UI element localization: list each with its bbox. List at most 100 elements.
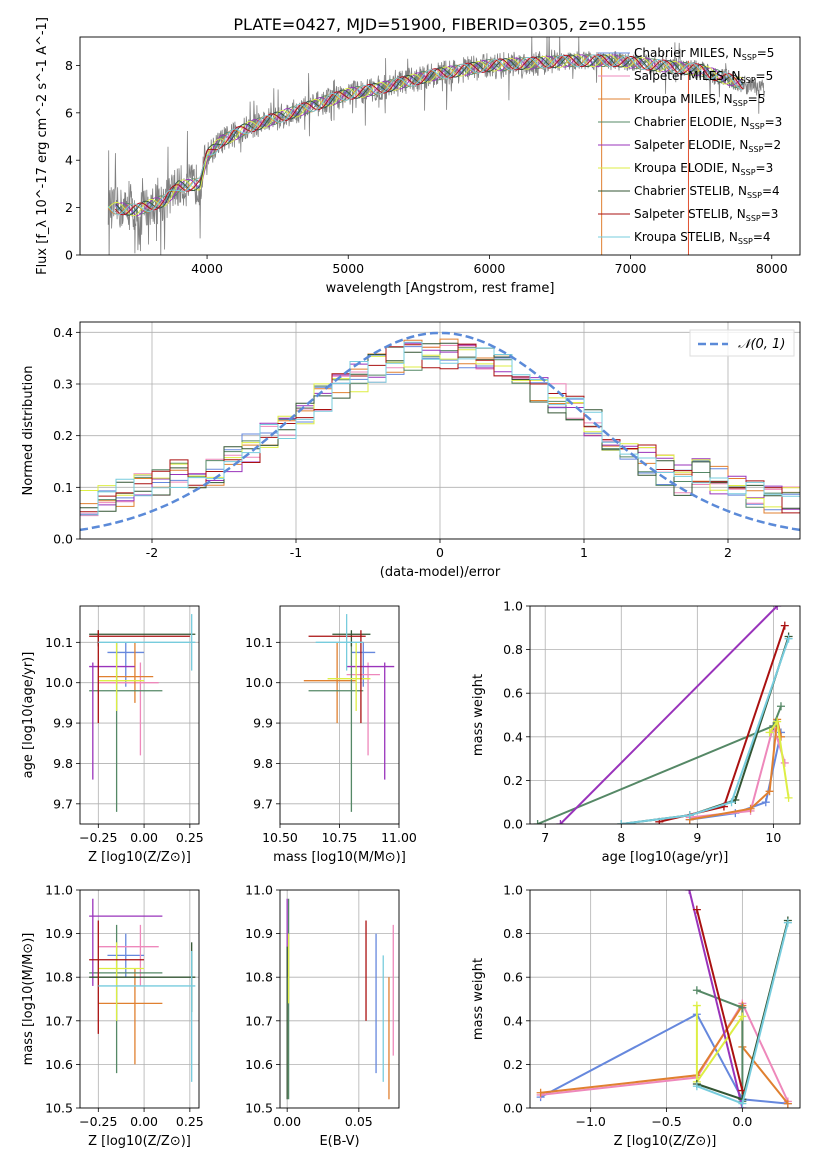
y-axis-label: Flux [f_λ 10^-17 erg cm^-2 s^-1 A^-1] <box>35 17 50 275</box>
histogram-step-line <box>80 341 800 516</box>
legend-subscript: SSP <box>741 168 756 177</box>
plus-marker <box>746 804 755 813</box>
x-tick-label: 6000 <box>474 261 506 276</box>
y-tick-label: 0.8 <box>503 642 523 657</box>
y-tick-label: 0.4 <box>503 1013 523 1028</box>
y-tick-label: 10.6 <box>245 1057 273 1072</box>
legend-label: Kroupa MILES, NSSP=5 <box>634 92 765 108</box>
plot-area <box>80 890 199 1108</box>
legend-value: =3 <box>756 161 774 175</box>
legend-value: =4 <box>762 184 780 198</box>
plus-marker <box>533 820 542 824</box>
mass-weight-line <box>540 1001 789 1102</box>
x-tick-label: 0.00 <box>273 1114 301 1129</box>
x-tick-label: 9 <box>693 830 701 845</box>
y-tick-label: 10.5 <box>45 1101 73 1116</box>
y-tick-label: 10.9 <box>245 926 273 941</box>
x-tick-label: 8 <box>617 830 625 845</box>
legend-subscript: SSP <box>748 145 763 154</box>
axes-frame <box>279 605 400 825</box>
plus-marker <box>727 798 736 807</box>
legend-subscript: SSP <box>747 191 762 200</box>
panel-massweight_vs_Z: −1.0 −0.5 0.0 0.0 0.2 0.4 0.6 0.8 1.0 Z [log10(Z/… <box>471 883 801 1149</box>
x-tick-label: 0.0 <box>732 1114 752 1129</box>
legend-subscript: SSP <box>733 99 748 108</box>
plus-marker <box>773 606 782 610</box>
axes-frame <box>79 321 801 540</box>
y-tick-label: 10.5 <box>245 1101 273 1116</box>
x-tick-label: −0.25 <box>79 830 117 845</box>
y-tick-label: 0.4 <box>53 325 73 340</box>
plus-marker <box>784 793 793 802</box>
legend-value: =5 <box>748 92 766 106</box>
histogram-step-line <box>80 342 800 512</box>
figure-title: PLATE=0427, MJD=51900, FIBERID=0305, z=0… <box>233 15 646 34</box>
plot-area <box>530 606 800 824</box>
legend: 𝒩(0, 1) <box>689 329 795 357</box>
plot-area <box>530 890 800 1108</box>
plus-marker <box>692 986 701 995</box>
panel-age_vs_mass: 10.50 10.75 11.00 9.7 9.8 9.9 10.0 10.1 mass [lo… <box>245 605 417 865</box>
panel-spectrum: 4000 5000 6000 7000 8000 0 2 4 6 8 wavelength [Ang… <box>35 17 801 296</box>
x-tick-label: 5000 <box>332 261 364 276</box>
x-axis-label: mass [log10(M/M⊙)] <box>273 850 406 865</box>
x-tick-label: 0.00 <box>130 830 158 845</box>
plus-marker <box>692 1001 701 1010</box>
plus-marker <box>765 787 774 796</box>
y-tick-label: 0.2 <box>503 1057 523 1072</box>
plus-marker <box>761 798 770 807</box>
plus-marker <box>776 732 785 741</box>
legend-value: =2 <box>763 138 781 152</box>
y-tick-label: 0.2 <box>503 773 523 788</box>
x-axis-label: Z [log10(Z/Z⊙)] <box>614 1134 717 1149</box>
axes-frame <box>79 36 801 256</box>
mass-weight-line <box>559 606 778 824</box>
legend-label: Chabrier MILES, NSSP=5 <box>634 46 774 62</box>
y-tick-label: 10.8 <box>45 970 73 985</box>
y-tick-label: 9.7 <box>253 796 273 811</box>
y-tick-label: 9.8 <box>53 756 73 771</box>
plus-marker <box>738 1012 747 1021</box>
y-tick-label: 0.8 <box>503 926 523 941</box>
y-tick-label: 0.3 <box>53 377 73 392</box>
y-tick-label: 9.8 <box>253 756 273 771</box>
legend-subscript: SSP <box>741 76 756 85</box>
legend-label: Salpeter MILES, NSSP=5 <box>634 69 773 85</box>
axes-frame <box>79 605 200 825</box>
x-axis-label: Z [log10(Z/Z⊙)] <box>88 1134 191 1149</box>
x-tick-label: 8000 <box>756 261 788 276</box>
plot-area <box>107 37 766 255</box>
y-tick-label: 8 <box>65 58 73 73</box>
y-tick-label: 9.9 <box>53 716 73 731</box>
legend-value: =5 <box>757 46 775 60</box>
axes-frame <box>279 889 400 1109</box>
axes-frame <box>79 889 200 1109</box>
y-tick-label: 10.8 <box>245 970 273 985</box>
x-tick-label: −0.25 <box>79 1114 117 1129</box>
plus-marker <box>773 717 782 726</box>
plot-area <box>80 322 800 539</box>
x-axis-label: age [log10(age/yr)] <box>602 850 729 865</box>
y-tick-label: 4 <box>65 153 73 168</box>
mass-weight-line <box>659 625 786 823</box>
plus-marker <box>765 728 774 737</box>
plus-marker <box>780 621 789 630</box>
plus-marker <box>536 1088 545 1097</box>
gaussian-curve <box>80 331 800 532</box>
legend-subscript: SSP <box>746 214 761 223</box>
x-axis-label: Z [log10(Z/Z⊙)] <box>88 850 191 865</box>
x-axis-label: (data-model)/error <box>380 565 501 580</box>
y-tick-label: 2 <box>65 200 73 215</box>
legend-subscript: SSP <box>738 237 753 246</box>
mass-weight-line <box>621 638 790 824</box>
panel-mass_vs_ebv: 0.00 0.05 10.5 10.6 10.7 10.8 10.9 11.0 E(B-V) <box>245 883 400 1149</box>
x-tick-label: 0 <box>436 545 444 560</box>
x-tick-label: -1 <box>290 545 302 560</box>
panel-mass_vs_Z: −0.25 0.00 0.25 10.5 10.6 10.7 10.8 10.9 11.0 Z [… <box>21 883 204 1150</box>
x-tick-label: 1 <box>580 545 588 560</box>
legend-label: Kroupa ELODIE, NSSP=3 <box>634 161 773 177</box>
model-spectrum-line <box>114 54 744 216</box>
x-tick-label: 10 <box>765 830 781 845</box>
plot-area <box>280 606 399 824</box>
